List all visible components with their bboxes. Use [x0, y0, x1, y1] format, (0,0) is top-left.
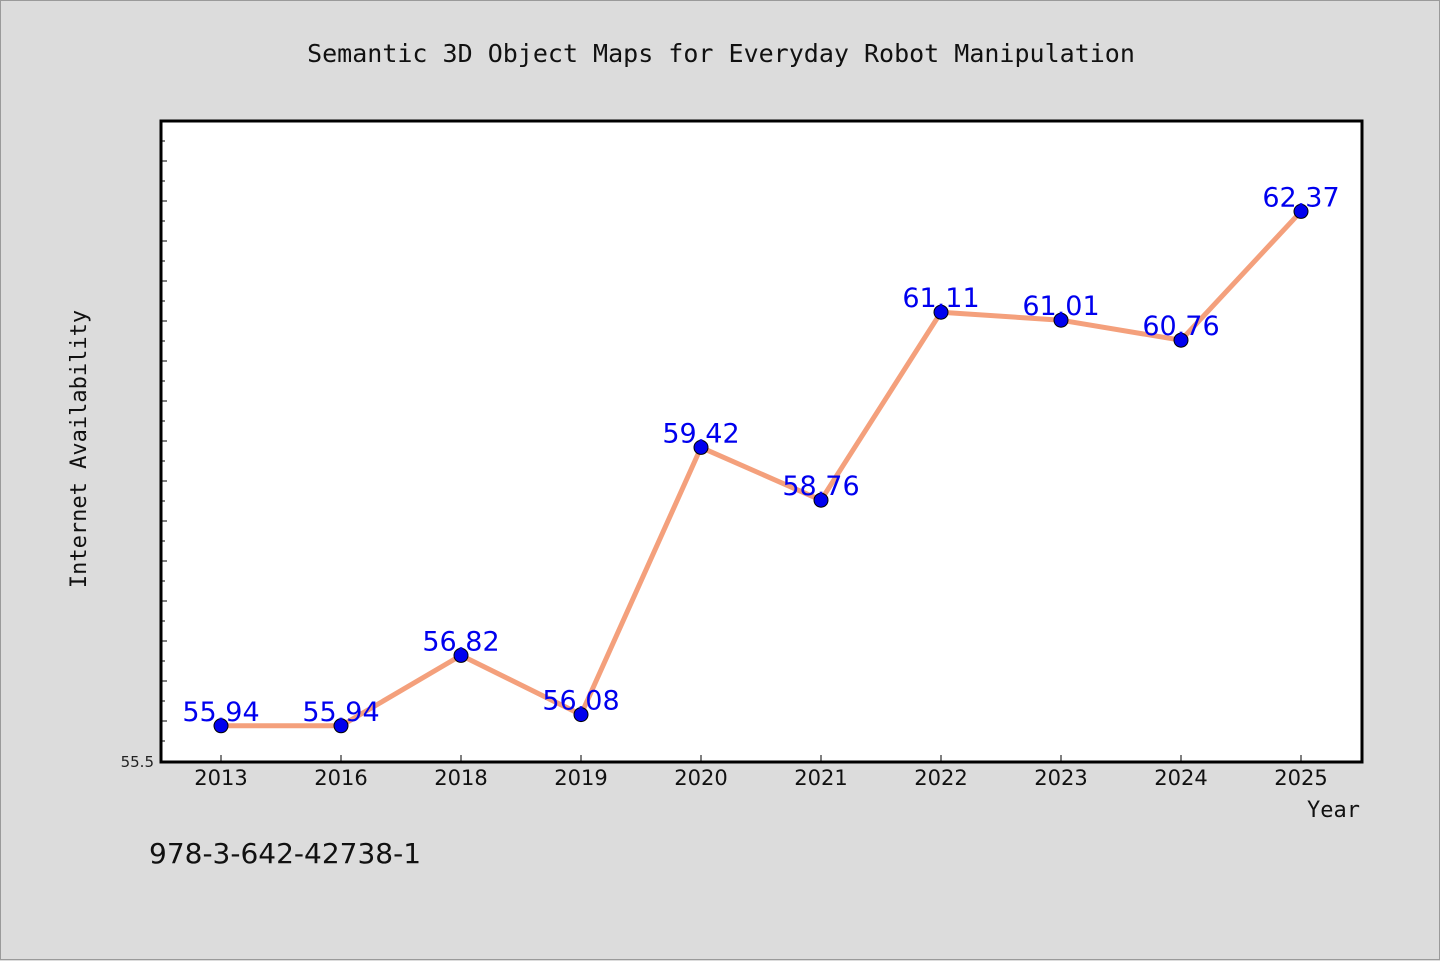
x-tick-label: 2023: [1034, 766, 1087, 790]
chart-title: Semantic 3D Object Maps for Everyday Rob…: [307, 39, 1135, 68]
x-tick-label: 2021: [794, 766, 847, 790]
data-label: 56.82: [422, 626, 499, 657]
x-tick-label: 2024: [1154, 766, 1207, 790]
data-label: 55.94: [302, 697, 379, 728]
y-tick-label: 55.5: [121, 753, 154, 771]
data-point: [1173, 332, 1189, 348]
data-labels: 55.94 55.94 56.82 56.08 59.42 58.76 61.11 61.01…: [182, 182, 1339, 727]
data-label: 55.94: [182, 697, 259, 728]
x-tick-label: 2019: [554, 766, 607, 790]
data-label: 59.42: [662, 418, 739, 449]
data-point: [1293, 203, 1309, 219]
data-point: [573, 707, 589, 723]
data-point: [333, 718, 349, 734]
data-label: 61.01: [1022, 291, 1099, 322]
plot-area: [159, 119, 1364, 764]
data-point: [813, 492, 829, 508]
data-label: 58.76: [782, 471, 859, 502]
data-label: 56.08: [542, 686, 619, 717]
data-point: [1053, 312, 1069, 328]
y-axis-label: Internet Availability: [67, 310, 92, 588]
data-label: 61.11: [902, 283, 979, 314]
x-axis-tick-labels: 2013 2016 2018 2019 2020 2021 2022 2023 2024 2025: [194, 755, 1328, 790]
series-markers: [213, 203, 1309, 734]
data-point: [213, 718, 229, 734]
footer-code: 978-3-642-42738-1: [149, 837, 421, 870]
data-label: 62.37: [1262, 182, 1339, 213]
x-tick-label: 2018: [434, 766, 487, 790]
series-line: [218, 208, 1304, 729]
x-axis-label: Year: [1307, 798, 1360, 823]
data-point: [933, 304, 949, 320]
x-tick-label: 2016: [314, 766, 367, 790]
data-point: [453, 647, 469, 663]
x-tick-label: 2025: [1274, 766, 1327, 790]
y-axis-ticks: [161, 120, 167, 762]
x-tick-label: 2020: [674, 766, 727, 790]
x-tick-label: 2013: [194, 766, 247, 790]
data-label: 60.76: [1142, 311, 1219, 342]
data-point: [693, 439, 709, 455]
x-tick-label: 2022: [914, 766, 967, 790]
